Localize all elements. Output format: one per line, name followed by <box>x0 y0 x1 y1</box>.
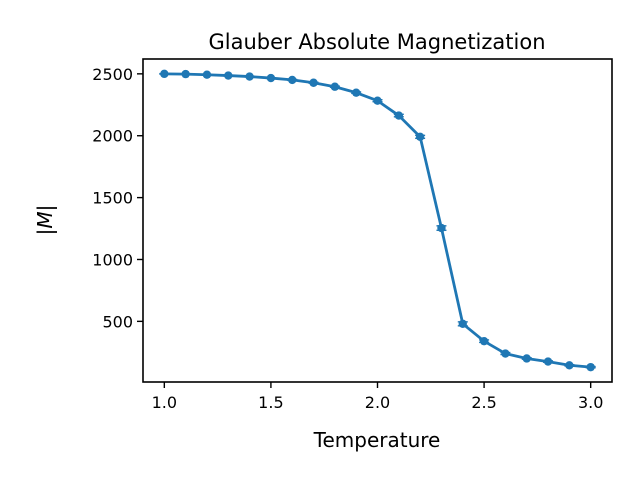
y-tick-label: 2000 <box>92 127 133 146</box>
data-point <box>245 72 254 81</box>
y-axis-label: |M| <box>33 205 57 236</box>
x-axis: 1.0 1.5 2.0 2.5 3.0 <box>152 382 603 412</box>
data-point <box>351 88 361 97</box>
y-tick-label: 1000 <box>92 250 133 269</box>
data-point <box>309 78 318 87</box>
x-tick-label: 2.5 <box>471 393 496 412</box>
data-point <box>415 132 425 142</box>
data-point <box>224 71 233 80</box>
data-point <box>522 354 531 363</box>
data-point <box>479 336 489 346</box>
y-tick-label: 500 <box>102 312 133 331</box>
y-tick-label: 2500 <box>92 65 133 84</box>
data-point <box>586 362 595 372</box>
data-point <box>437 223 446 233</box>
y-axis: 500 1000 1500 2000 2500 <box>92 65 143 331</box>
x-tick-label: 1.0 <box>152 393 177 412</box>
data-point <box>266 73 276 83</box>
data-point <box>160 69 169 79</box>
data-point <box>181 69 190 79</box>
x-tick-label: 1.5 <box>258 393 283 412</box>
data-point <box>288 75 297 85</box>
data-point <box>543 357 553 366</box>
data-point <box>394 111 404 120</box>
plot-area <box>159 69 596 372</box>
data-point <box>458 319 467 329</box>
series-line <box>164 72 591 369</box>
x-axis-label: Temperature <box>313 428 441 452</box>
data-point <box>501 349 510 358</box>
y-tick-label: 1500 <box>92 189 133 208</box>
data-point <box>565 361 574 370</box>
chart-title: Glauber Absolute Magnetization <box>208 30 545 54</box>
data-point <box>373 96 382 105</box>
x-tick-label: 3.0 <box>578 393 603 412</box>
data-point <box>330 82 340 91</box>
plot-frame <box>142 58 613 383</box>
data-point <box>202 70 212 79</box>
x-tick-label: 2.0 <box>365 393 390 412</box>
